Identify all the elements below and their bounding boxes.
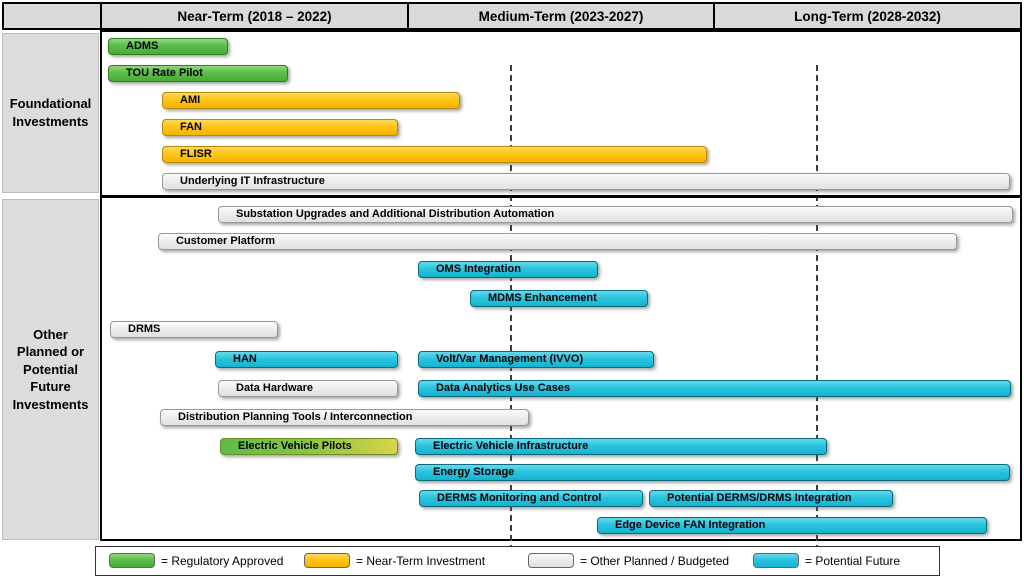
gantt-bar-volt-var-management-ivvo: Volt/Var Management (IVVO) bbox=[418, 351, 654, 368]
legend: = Regulatory Approved = Near-Term Invest… bbox=[95, 546, 940, 576]
gantt-bar-drms: DRMS bbox=[110, 321, 278, 338]
gantt-bar-electric-vehicle-pilots: Electric Vehicle Pilots bbox=[220, 438, 398, 455]
gantt-bar-han: HAN bbox=[215, 351, 398, 368]
legend-swatch-yellow bbox=[304, 553, 350, 568]
legend-item-potential-future: = Potential Future bbox=[753, 553, 900, 568]
legend-item-regulatory-approved: = Regulatory Approved bbox=[109, 553, 283, 568]
legend-swatch-green bbox=[109, 553, 155, 568]
section-divider-line bbox=[100, 195, 1022, 198]
group-label-other-planned-investments: Other Planned or Potential Future Invest… bbox=[2, 199, 99, 540]
gantt-chart-area bbox=[100, 30, 1022, 571]
period-divider-line-2023 bbox=[510, 65, 512, 571]
gantt-bar-underlying-it-infrastructure: Underlying IT Infrastructure bbox=[162, 173, 1010, 190]
gantt-bar-customer-platform: Customer Platform bbox=[158, 233, 957, 250]
gantt-bar-tou-rate-pilot: TOU Rate Pilot bbox=[108, 65, 288, 82]
legend-label: = Regulatory Approved bbox=[161, 553, 284, 568]
legend-label: = Potential Future bbox=[805, 553, 901, 568]
gantt-bar-ami: AMI bbox=[162, 92, 460, 109]
gantt-bar-mdms-enhancement: MDMS Enhancement bbox=[470, 290, 648, 307]
header-corner-cell bbox=[2, 2, 102, 30]
header-medium-term: Medium-Term (2023-2027) bbox=[409, 2, 715, 30]
header-long-term: Long-Term (2028-2032) bbox=[715, 2, 1022, 30]
legend-swatch-cyan bbox=[753, 553, 799, 568]
legend-label: = Other Planned / Budgeted bbox=[580, 553, 730, 568]
legend-label: = Near-Term Investment bbox=[356, 553, 486, 568]
group-label-foundational-investments: Foundational Investments bbox=[2, 33, 99, 193]
gantt-bar-oms-integration: OMS Integration bbox=[418, 261, 598, 278]
header-near-term: Near-Term (2018 – 2022) bbox=[100, 2, 409, 30]
gantt-bar-fan: FAN bbox=[162, 119, 398, 136]
gantt-bar-adms: ADMS bbox=[108, 38, 228, 55]
gantt-bar-energy-storage: Energy Storage bbox=[415, 464, 1010, 481]
gantt-bar-flisr: FLISR bbox=[162, 146, 707, 163]
gantt-bar-distribution-planning-tools-interconnection: Distribution Planning Tools / Interconne… bbox=[160, 409, 529, 426]
gantt-bar-data-hardware: Data Hardware bbox=[218, 380, 398, 397]
legend-swatch-gray bbox=[528, 553, 574, 568]
gantt-bar-substation-upgrades-and-additional-distribution-automation: Substation Upgrades and Additional Distr… bbox=[218, 206, 1013, 223]
gantt-bar-derms-monitoring-and-control: DERMS Monitoring and Control bbox=[419, 490, 643, 507]
gantt-bar-edge-device-fan-integration: Edge Device FAN Integration bbox=[597, 517, 987, 534]
gantt-bar-data-analytics-use-cases: Data Analytics Use Cases bbox=[418, 380, 1011, 397]
gantt-bar-electric-vehicle-infrastructure: Electric Vehicle Infrastructure bbox=[415, 438, 827, 455]
period-divider-line-2028 bbox=[816, 65, 818, 571]
legend-item-near-term-investment: = Near-Term Investment bbox=[304, 553, 485, 568]
legend-item-other-planned-budgeted: = Other Planned / Budgeted bbox=[528, 553, 729, 568]
gantt-bar-potential-derms-drms-integration: Potential DERMS/DRMS Integration bbox=[649, 490, 893, 507]
